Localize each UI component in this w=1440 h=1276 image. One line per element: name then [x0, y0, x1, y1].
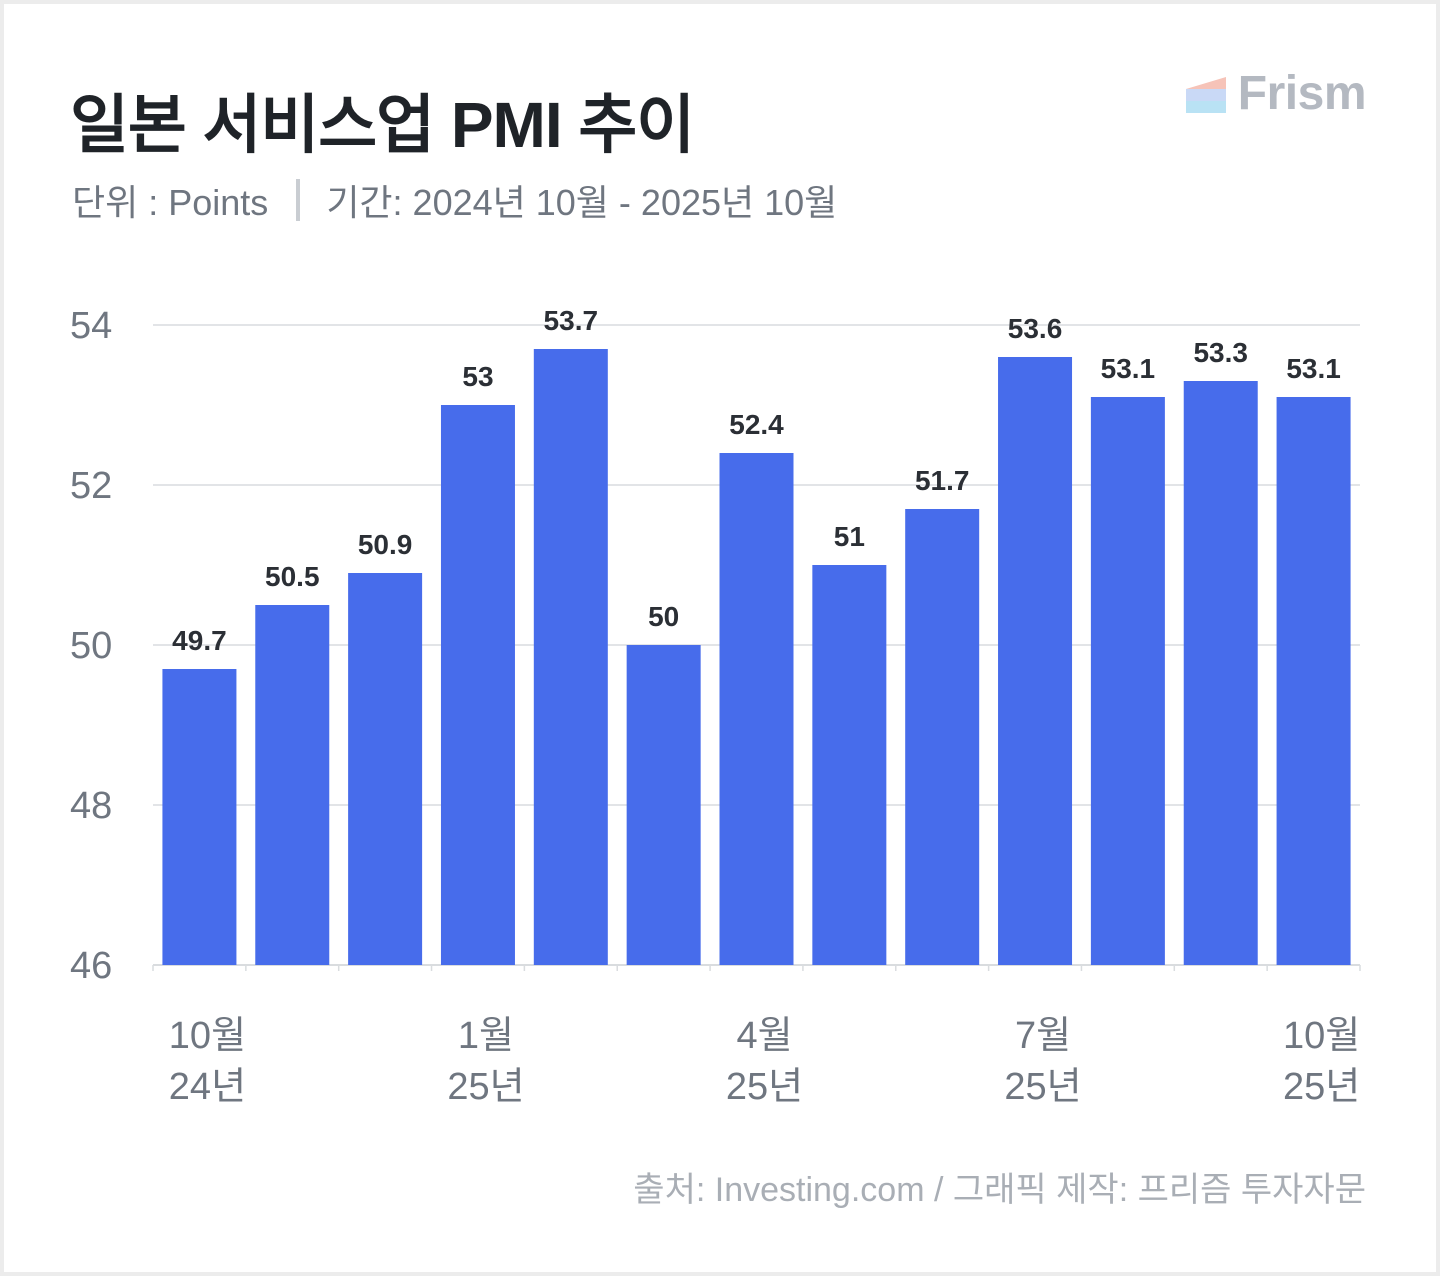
- y-tick-label: 54: [70, 305, 112, 347]
- x-tick-label-month: 1월: [458, 1015, 514, 1057]
- bar-value-label: 50.9: [358, 529, 413, 560]
- bar: [255, 605, 330, 965]
- source-note: 출처: Investing.com / 그래픽 제작: 프리즘 투자자문: [633, 1171, 1366, 1209]
- bar: [162, 669, 237, 965]
- y-tick-label: 48: [70, 785, 112, 827]
- bar: [719, 453, 794, 965]
- brand-name: Frism: [1237, 67, 1367, 120]
- unit-label: 단위 : Points: [72, 182, 269, 223]
- x-tick-label-month: 4월: [736, 1015, 792, 1057]
- bar-value-label: 53.6: [1008, 313, 1063, 344]
- bar: [626, 645, 701, 965]
- bar: [1276, 397, 1351, 965]
- y-tick-label: 46: [70, 945, 112, 987]
- x-tick-label-month: 7월: [1015, 1015, 1071, 1057]
- x-tick-label-year: 25년: [726, 1066, 803, 1108]
- bar: [348, 573, 423, 965]
- subtitle-divider: [296, 179, 301, 221]
- bar: [905, 509, 980, 965]
- bar-value-label: 53.1: [1101, 353, 1156, 384]
- bar: [998, 357, 1073, 965]
- frism-logo-icon: [1185, 76, 1226, 113]
- x-tick-label-month: 10월: [169, 1015, 246, 1057]
- period-label: 기간: 2024년 10월 - 2025년 10월: [326, 182, 838, 223]
- x-tick-label-year: 25년: [1283, 1066, 1360, 1108]
- x-tick-label-month: 10월: [1283, 1015, 1360, 1057]
- bar-value-label: 53.7: [544, 305, 599, 336]
- bar-value-label: 50.5: [265, 561, 320, 592]
- bar-value-label: 53.3: [1193, 337, 1248, 368]
- bar-value-label: 52.4: [729, 409, 784, 440]
- bar-value-label: 49.7: [172, 625, 227, 656]
- frism-logo: Frism: [1185, 66, 1367, 121]
- bar: [533, 349, 608, 965]
- x-tick-label-year: 24년: [169, 1066, 246, 1108]
- bar-value-label: 53: [462, 361, 493, 392]
- y-tick-label: 50: [70, 625, 112, 667]
- chart-subtitle: 단위 : Points 기간: 2024년 10월 - 2025년 10월: [72, 174, 837, 226]
- bar: [1090, 397, 1165, 965]
- bar: [1183, 381, 1258, 965]
- bar: [440, 405, 515, 965]
- bar: [812, 565, 887, 965]
- chart-title: 일본 서비스업 PMI 추이: [70, 89, 695, 161]
- x-tick-label-year: 25년: [447, 1066, 524, 1108]
- bar-value-label: 51: [834, 521, 865, 552]
- x-tick-label-year: 25년: [1004, 1066, 1081, 1108]
- bar-value-label: 53.1: [1286, 353, 1341, 384]
- y-tick-label: 52: [70, 465, 112, 507]
- bar-value-label: 51.7: [915, 465, 970, 496]
- bar-value-label: 50: [648, 601, 679, 632]
